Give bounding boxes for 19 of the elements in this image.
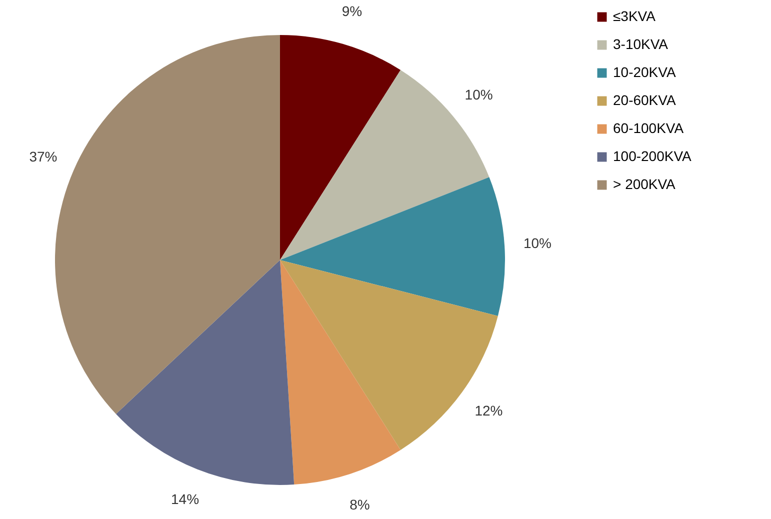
data-label: 10% [464,86,493,103]
legend-label: 10-20KVA [613,64,676,80]
legend-label: 3-10KVA [613,36,669,52]
legend-label: 100-200KVA [613,148,692,164]
pie-slice [116,260,294,485]
data-label: 9% [342,3,362,20]
legend-label: 20-60KVA [613,92,676,108]
legend-label: > 200KVA [613,176,676,192]
pie-slice [280,260,401,485]
data-label: 8% [350,496,370,512]
data-label: 37% [29,148,58,165]
data-label: 12% [474,402,503,419]
pie-slice [280,177,505,316]
data-label: 10% [523,234,552,251]
pie-slice [55,35,280,414]
pie-slice [280,35,401,260]
legend-label: 60-100KVA [613,120,684,136]
legend-label: ≤3KVA [613,8,656,24]
data-label: 14% [171,490,200,507]
